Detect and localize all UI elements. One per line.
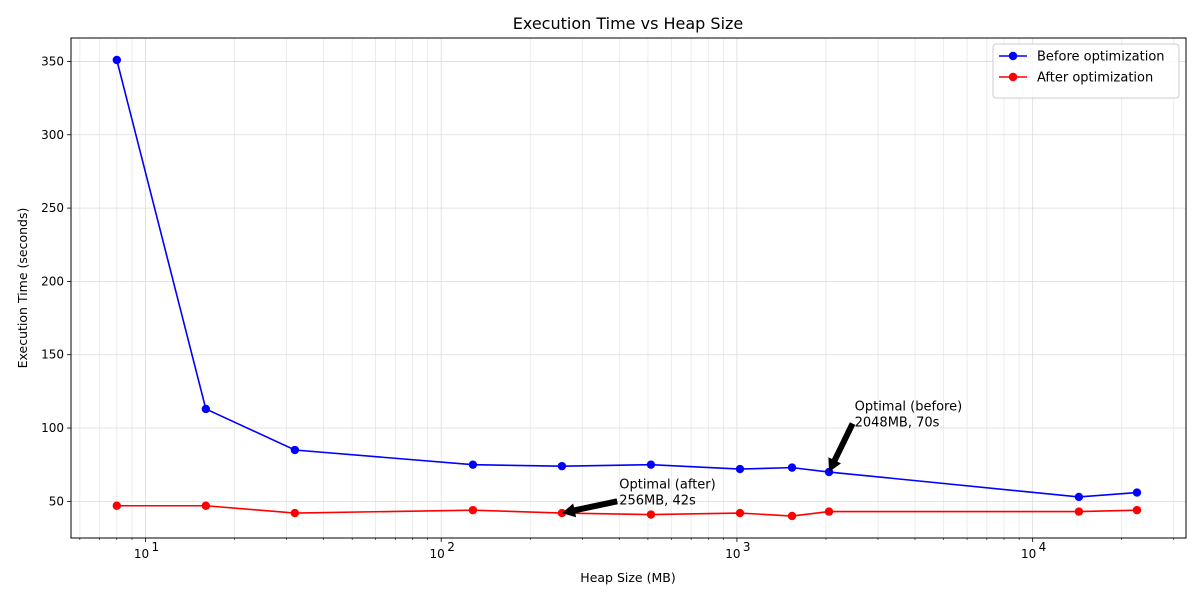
annotation-arrow-1: [828, 422, 856, 473]
x-axis-label: Heap Size (MB): [580, 570, 675, 585]
x-tick-label-exponent: 1: [151, 540, 159, 554]
y-axis-label: Execution Time (seconds): [15, 208, 30, 369]
chart-title: Execution Time vs Heap Size: [513, 14, 744, 33]
legend-entry-2: After optimization: [1037, 71, 1153, 86]
annotation-text-1-line-2: 2048MB, 70s: [855, 416, 940, 431]
x-tick-label: 10: [430, 547, 445, 561]
series-1-point: [557, 461, 567, 471]
series-2-point: [468, 505, 478, 515]
series-2-point: [787, 511, 797, 521]
x-tick-label: 10: [1021, 547, 1036, 561]
series-2-point: [646, 510, 656, 519]
series-1-point: [468, 460, 478, 469]
annotation-text-2-line-1: Optimal (after): [619, 477, 715, 492]
annotation-arrow-2: [561, 498, 618, 518]
x-tick-label-exponent: 2: [447, 540, 455, 554]
series-1-point: [112, 55, 122, 65]
x-tick-label-exponent: 4: [1039, 540, 1047, 554]
series-1-point: [787, 463, 797, 472]
grid-layer: [71, 38, 1186, 538]
y-tick-label: 200: [41, 274, 64, 288]
annotation-text-1-line-1: Optimal (before): [855, 400, 963, 415]
series-2-point: [1132, 505, 1142, 515]
series-2-point: [1074, 507, 1084, 516]
annotation-text-2-line-2: 256MB, 42s: [619, 493, 696, 508]
series-1-point: [646, 460, 656, 469]
annotation-layer: Optimal (before)2048MB, 70s Optimal (afte…: [561, 400, 963, 518]
legend-swatch-marker-2: [1008, 72, 1018, 82]
y-tick-label: 50: [49, 494, 64, 508]
y-tick-label: 150: [41, 348, 64, 362]
series-1-point: [201, 404, 211, 414]
y-tick-label: 100: [41, 421, 64, 435]
series-1-point: [735, 464, 745, 474]
legend-box: [992, 43, 1180, 99]
series-2-point: [557, 508, 567, 518]
series-layer: [112, 55, 1142, 521]
legend-swatch-marker-1: [1008, 51, 1018, 61]
series-2-point: [824, 507, 834, 516]
y-tick-label: 350: [41, 54, 64, 68]
series-1-point: [1074, 492, 1084, 502]
x-tick-label: 10: [725, 547, 740, 561]
plot-frame: [70, 37, 1187, 539]
x-tick-label-exponent: 3: [743, 540, 751, 554]
series-2-point: [735, 508, 745, 518]
legend: Before optimization After optimization: [992, 43, 1180, 99]
y-tick-label: 250: [41, 201, 64, 215]
series-2-point: [290, 508, 300, 518]
series-2-point: [112, 501, 122, 510]
series-1-point: [1132, 488, 1142, 497]
y-tick-label: 300: [41, 128, 64, 142]
series-1-point: [290, 445, 300, 455]
legend-entry-1: Before optimization: [1037, 50, 1165, 65]
x-tick-label: 10: [134, 547, 149, 561]
series-2-point: [201, 501, 211, 510]
